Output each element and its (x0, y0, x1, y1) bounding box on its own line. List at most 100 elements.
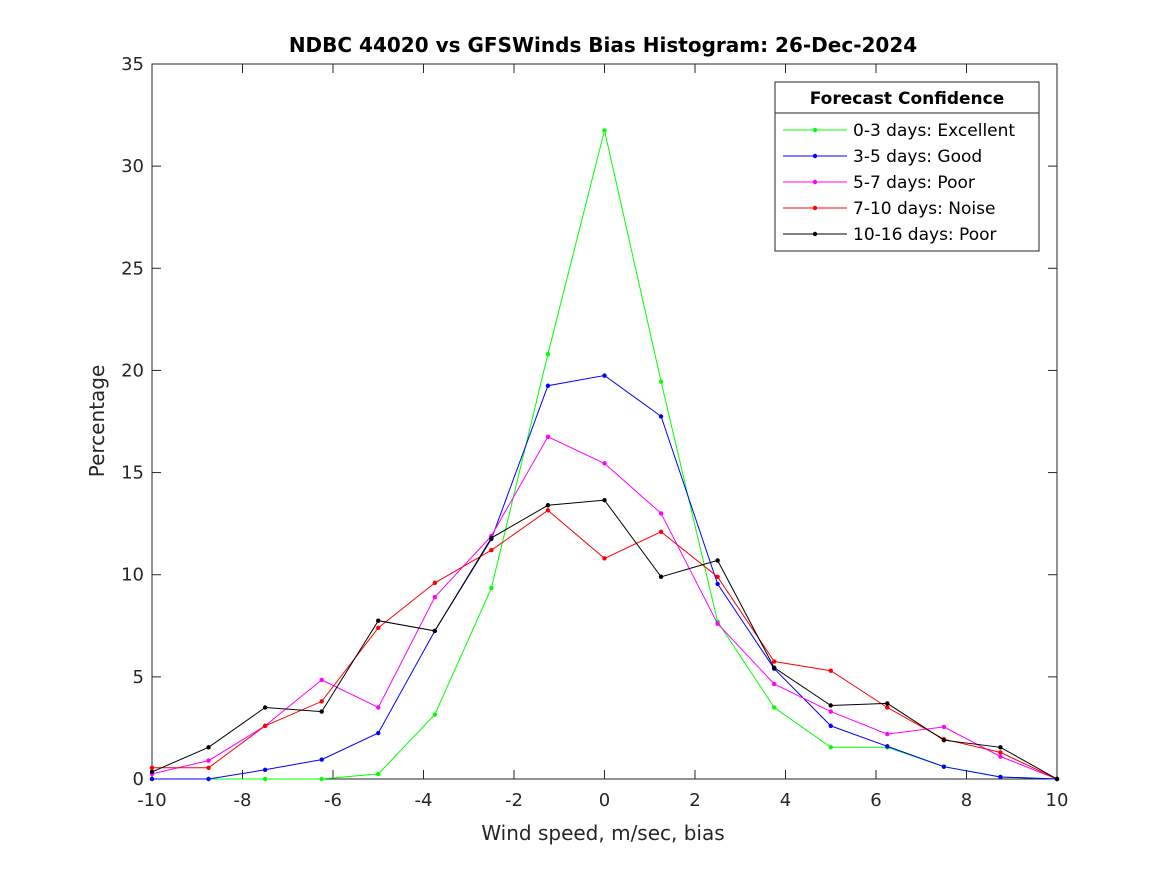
x-tick-label: 4 (780, 790, 791, 811)
data-point (376, 625, 381, 631)
x-axis-label: Wind speed, m/sec, bias (481, 821, 724, 845)
data-point (545, 508, 551, 513)
y-tick-label: 30 (121, 156, 144, 177)
data-point (602, 373, 607, 378)
y-tick-label: 5 (133, 667, 144, 688)
data-point (658, 529, 664, 535)
data-point (206, 758, 211, 763)
legend-label: 5-7 days: Poor (853, 173, 975, 193)
data-point (885, 744, 890, 749)
data-point (432, 712, 438, 717)
data-point (602, 128, 607, 133)
x-tick-label: -2 (505, 790, 523, 811)
legend-label: 10-16 days: Poor (853, 225, 997, 245)
data-point (941, 724, 947, 730)
data-point (376, 618, 381, 623)
data-point (376, 771, 381, 777)
y-tick-label: 15 (121, 463, 144, 484)
data-point (206, 765, 211, 770)
x-tick-label: 8 (961, 790, 972, 811)
data-point (828, 709, 833, 714)
y-tick-label: 35 (121, 54, 144, 75)
data-point (149, 765, 155, 770)
data-point (715, 558, 720, 563)
x-tick-label: 0 (599, 790, 610, 811)
data-point (149, 776, 155, 782)
series-line-4 (151, 499, 1058, 780)
y-axis-label: Percentage (85, 365, 109, 478)
data-point (262, 767, 268, 773)
data-point (771, 705, 777, 710)
y-tick-label: 20 (121, 360, 144, 381)
data-point (376, 705, 381, 710)
data-point (545, 503, 551, 508)
data-point (262, 776, 268, 782)
data-point (489, 585, 494, 591)
data-point (941, 737, 947, 743)
data-point (828, 723, 833, 729)
data-point (545, 351, 551, 357)
series-line-1 (152, 374, 1058, 780)
plot-area: -10 -8 -6 -4 -2 0 2 4 6 8 10 0 5 10 15 20 25 30 35 (121, 54, 1068, 811)
data-point (828, 745, 833, 750)
legend-swatch-marker (812, 153, 818, 159)
chart-title: NDBC 44020 vs GFSWinds Bias Histogram: 2… (289, 33, 917, 57)
legend-swatch-marker (812, 231, 818, 237)
y-tick-label: 25 (121, 258, 144, 279)
data-point (319, 757, 324, 762)
data-point (771, 681, 777, 687)
x-tick-label: 6 (870, 790, 881, 811)
data-point (998, 754, 1003, 759)
data-point (1054, 776, 1060, 782)
data-point (262, 705, 268, 710)
data-point (771, 665, 777, 670)
data-point (715, 621, 720, 626)
x-tick-label: -6 (324, 790, 342, 811)
data-point (376, 730, 381, 736)
data-point (658, 574, 664, 579)
x-tick-label: -10 (137, 790, 166, 811)
data-point (715, 574, 720, 579)
legend-label: 3-5 days: Good (853, 147, 982, 167)
data-point (149, 769, 155, 775)
data-point (658, 379, 664, 384)
data-point (262, 723, 268, 729)
data-point (489, 548, 494, 553)
legend-label: 7-10 days: Noise (853, 199, 995, 219)
data-point (771, 659, 777, 664)
data-point (319, 709, 324, 714)
data-point (828, 668, 833, 673)
data-point (658, 511, 664, 516)
data-point (885, 705, 890, 710)
data-point (206, 745, 211, 750)
data-point (319, 776, 324, 782)
x-tick-label: -4 (415, 790, 433, 811)
data-point (658, 414, 664, 419)
data-point (602, 497, 607, 503)
legend: Forecast Confidence 0-3 days: Excellent 3-… (774, 81, 1040, 252)
data-point (602, 556, 607, 561)
data-point (828, 703, 833, 708)
x-tick-label: 2 (689, 790, 700, 811)
data-point (319, 677, 324, 683)
data-point (885, 731, 890, 737)
data-point (545, 434, 551, 440)
data-point (602, 461, 607, 466)
legend-swatch-marker (812, 127, 818, 133)
series-line-3 (152, 509, 1058, 780)
data-point (432, 628, 438, 634)
x-tick-label: 10 (1046, 790, 1069, 811)
series-line-2 (151, 436, 1058, 780)
legend-label: 0-3 days: Excellent (853, 121, 1015, 141)
data-point (545, 383, 551, 388)
y-tick-label: 0 (133, 769, 144, 790)
data-point (941, 764, 947, 769)
data-point (885, 701, 890, 706)
data-point (432, 580, 438, 586)
legend-box (774, 81, 1040, 252)
data-point (998, 750, 1003, 755)
x-tick-label: -8 (234, 790, 252, 811)
y-tick-label: 10 (121, 565, 144, 586)
legend-swatch-marker (812, 205, 818, 211)
